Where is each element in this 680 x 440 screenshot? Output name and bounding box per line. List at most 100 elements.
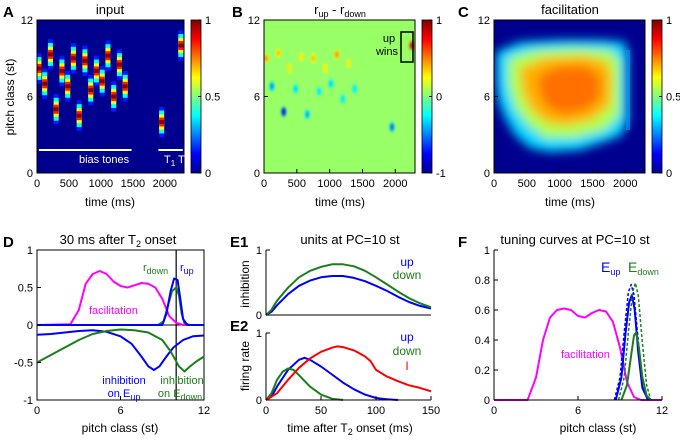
series-down [265, 263, 432, 316]
y-tick-label: 1 [256, 328, 262, 340]
inhibition-eup-on: on E [108, 388, 131, 400]
series-up [265, 275, 432, 316]
panel-e2-series [265, 345, 432, 401]
panel-f-series [494, 282, 662, 401]
facilitation-label-f: facilitation [561, 349, 610, 361]
panel-f-axes: 0 6 12 0 0.2 0.4 0.6 0.8 1 [475, 245, 668, 417]
blob-core [317, 88, 321, 95]
x-tick-label: 0 [491, 405, 497, 417]
panel-c-colorbar-ticks: 00.51 [659, 15, 680, 180]
panel-b-title-s1: up [318, 9, 328, 19]
blob-core [299, 53, 304, 60]
colorbar-tick-label: 0 [666, 168, 672, 180]
panel-e2-xlabel-main: time after T [287, 421, 348, 435]
rdown-label: rdown [143, 262, 168, 276]
blob-core [305, 111, 309, 118]
tone-band [70, 56, 76, 61]
tone-band [42, 81, 48, 86]
y-tick-label: 0 [256, 395, 262, 407]
series-facilitation [36, 270, 204, 326]
t2-label: T [178, 154, 185, 166]
tone-band [178, 43, 184, 48]
panel-a-title: input [96, 2, 125, 17]
panel-b-title-s2: down [344, 9, 366, 19]
blob-core [353, 85, 357, 92]
panel-e2: 0 50 100 150 0 1 firing rate up down I time a… [238, 328, 440, 437]
panel-d-title-main: 30 ms after T [60, 232, 136, 247]
blob-core [347, 60, 351, 67]
panel-letter-f: F [458, 234, 467, 251]
panel-a-ylabel: pitch class (st) [3, 59, 17, 136]
x-tick-label: 6 [117, 405, 123, 417]
y-tick-label: 1 [27, 245, 33, 257]
y-tick-label: 12 [248, 15, 260, 27]
x-tick-label: 0 [261, 178, 267, 190]
tone-band [116, 62, 122, 67]
tone-band [82, 58, 88, 63]
panel-letter-a: A [3, 4, 14, 21]
panel-d-axes: 0 6 12 -1 -0.5 0 0.5 1 [14, 245, 210, 417]
y-tick-label: -0.5 [14, 358, 33, 370]
panel-e1-series [265, 263, 432, 316]
colorbar-tick-label: 0.5 [666, 92, 680, 104]
panel-a-tones [37, 25, 184, 143]
panel-a-xlabel: time (ms) [85, 195, 135, 209]
blob-core [270, 83, 274, 90]
x-tick-label: 0 [34, 405, 40, 417]
panel-b-title: rup - rdown [314, 2, 366, 19]
x-tick-label: 1000 [547, 178, 571, 190]
panel-a-background [37, 20, 184, 173]
x-tick-label: 100 [367, 405, 385, 417]
y-tick-label: 0.2 [475, 365, 490, 377]
blob-core [293, 85, 298, 92]
series-edown-dashed [617, 282, 652, 401]
x-tick-label: 2000 [613, 178, 637, 190]
rup-sub: up [184, 266, 194, 276]
y-tick-label: 6 [27, 92, 33, 104]
up-wins-box [400, 31, 414, 63]
panel-b-background [264, 20, 415, 173]
panel-letter-e2: E2 [230, 318, 248, 335]
panel-d-title: 30 ms after T2 onset [60, 232, 177, 249]
panel-e2-axes: 0 50 100 150 0 1 [256, 328, 440, 417]
y-tick-label: 0.4 [475, 335, 490, 347]
x-tick-label: 150 [422, 405, 440, 417]
panel-b-colorbar-ticks: -1 0 1 [429, 15, 446, 180]
legend-e1-down: down [393, 268, 422, 282]
y-tick-label: -1 [23, 395, 33, 407]
x-tick-label: 12 [198, 405, 210, 417]
t1-label: T [164, 154, 171, 166]
panel-d-xlabel: pitch class (st) [82, 421, 159, 435]
inhibition-eup-sub: up [130, 392, 140, 402]
panel-e1-title: units at PC=10 st [300, 232, 400, 247]
colorbar-tick-label: 0 [436, 92, 442, 104]
y-tick-label: 1 [484, 245, 490, 257]
panel-c-xlabel: time (ms) [545, 195, 595, 209]
panel-b-title-r1: r [314, 2, 319, 17]
x-tick-label: 6 [575, 405, 581, 417]
blob-core [276, 50, 281, 57]
panel-e2-xlabel: time after T2 onset (ms) [287, 421, 413, 437]
panel-letter-e1: E1 [230, 234, 248, 251]
x-tick-label: 2000 [383, 178, 407, 190]
rup-r: r [180, 262, 184, 274]
inhibition-eup-line1: inhibition [102, 375, 145, 387]
x-tick-label: 50 [315, 405, 327, 417]
x-tick-label: 1000 [317, 178, 341, 190]
blob-core [282, 108, 286, 115]
facilitation-region-peak [538, 66, 600, 114]
edown-sub: down [637, 267, 659, 277]
up-wins-line1: up [383, 33, 395, 45]
panel-f: tuning curves at PC=10 st 0 6 12 0 0.2 0.4 0.6… [475, 232, 668, 435]
series-down [265, 367, 344, 401]
blob-core [323, 65, 327, 72]
tone-band [47, 52, 53, 57]
blob-core [311, 55, 315, 62]
series-up [265, 356, 399, 401]
panel-b-xlabel: time (ms) [315, 195, 365, 209]
inhibition-edown-line1: inhibition [160, 375, 203, 387]
y-tick-label: 1 [256, 245, 262, 257]
tone-band [76, 113, 82, 118]
x-tick-label: 2000 [153, 178, 177, 190]
panel-e1-ylabel: inhibition [238, 260, 252, 307]
